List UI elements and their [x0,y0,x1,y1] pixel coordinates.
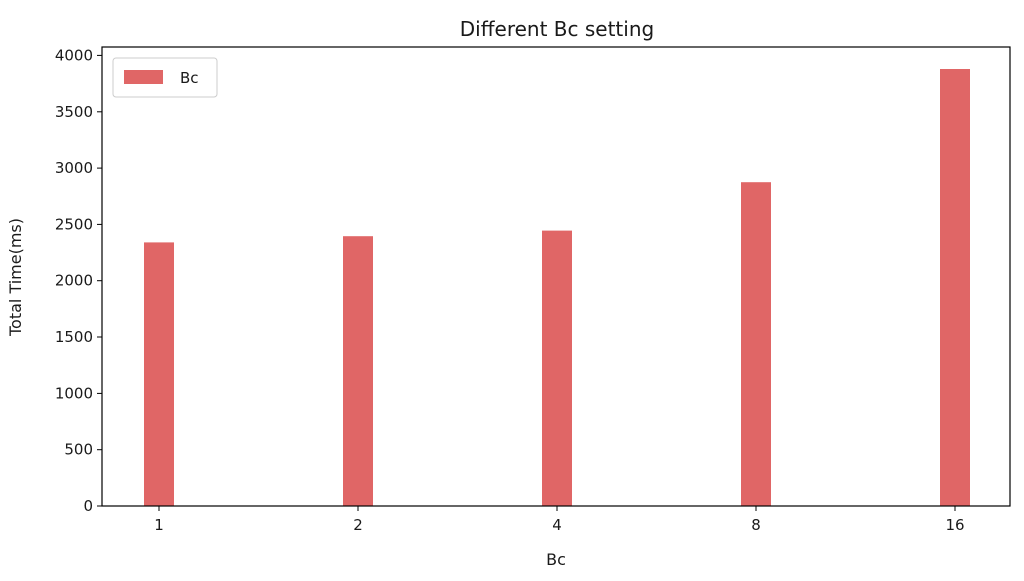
bar-1 [144,242,174,506]
y-tick-label: 3000 [55,159,93,177]
bar-8 [741,182,771,506]
y-tick-label: 2000 [55,272,93,290]
x-tick-label: 8 [751,516,761,534]
x-tick-label: 4 [552,516,562,534]
y-axis-label: Total Time(ms) [6,218,25,337]
legend: Bc [112,57,218,98]
x-tick-label: 2 [353,516,363,534]
legend-box [112,57,218,98]
plot-frame [101,46,1011,507]
y-tick-label: 3500 [55,103,93,121]
bars-layer [144,69,970,506]
x-tick-label: 16 [945,516,964,534]
legend-swatch [124,70,163,84]
x-axis: 1 2 4 8 16 [154,506,965,534]
legend-label: Bc [180,69,199,87]
y-axis: 0 500 1000 1500 2000 2500 3000 3500 4000 [55,46,102,515]
y-tick-label: 1000 [55,384,93,402]
y-tick-label: 2500 [55,215,93,233]
bar-2 [343,236,373,506]
y-tick-label: 500 [64,441,93,459]
x-axis-label: Bc [546,550,566,569]
x-tick-label: 1 [154,516,164,534]
bar-16 [940,69,970,506]
y-tick-label: 0 [83,497,93,515]
bar-4 [542,230,572,506]
chart-title: Different Bc setting [460,17,654,41]
y-tick-label: 1500 [55,328,93,346]
y-tick-label: 4000 [55,46,93,64]
